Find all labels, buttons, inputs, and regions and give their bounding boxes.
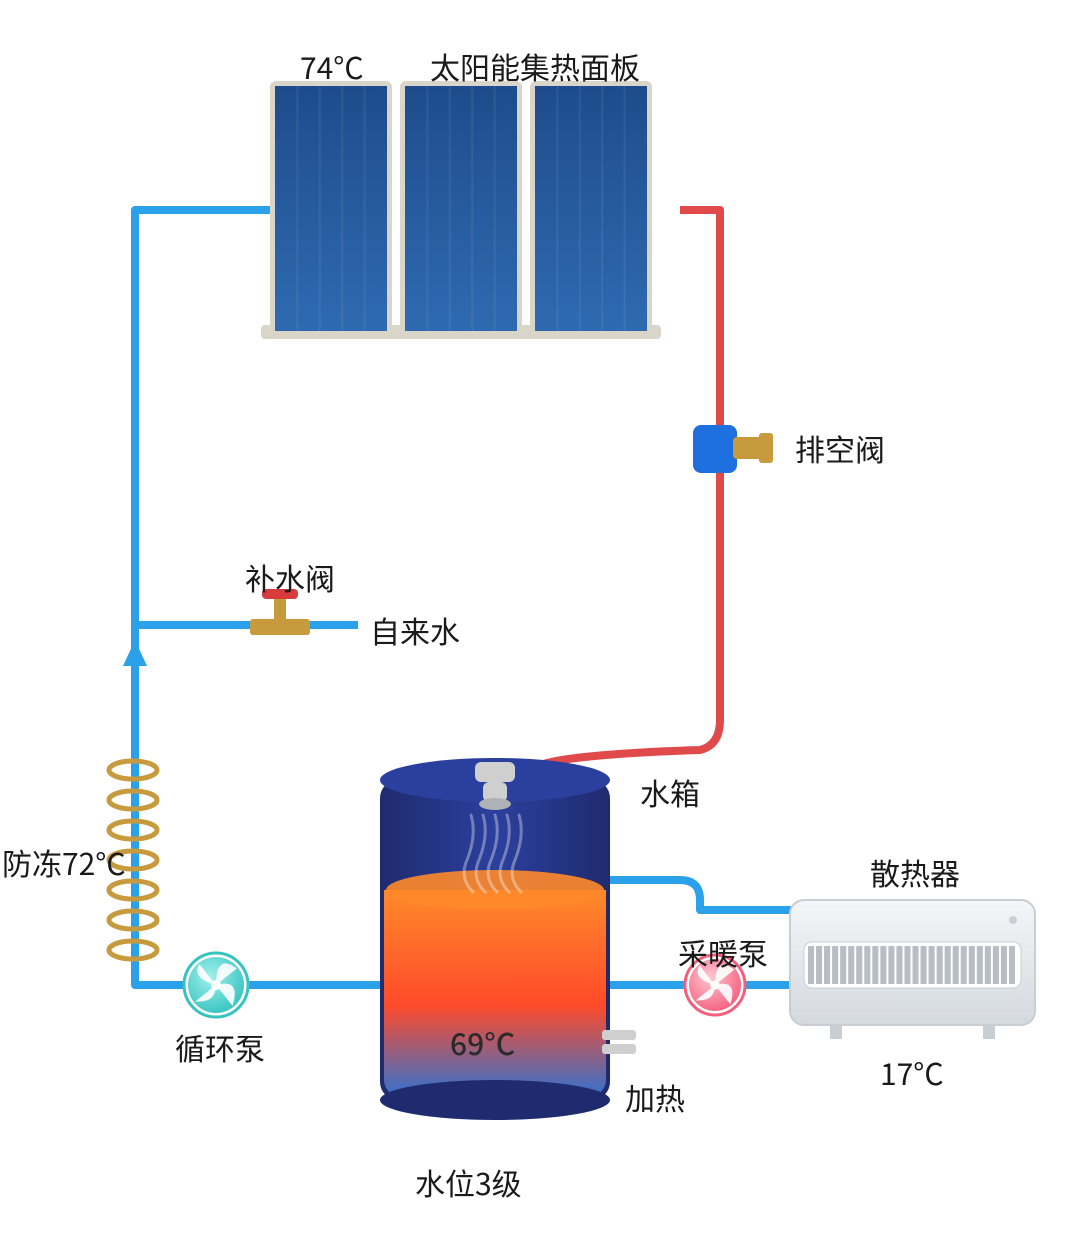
water-level-label: 水位3级: [415, 1160, 522, 1204]
tank-temp-label: 69°C: [450, 1020, 515, 1064]
tank-label: 水箱: [640, 770, 700, 814]
circulation-pump-icon: [184, 953, 248, 1017]
drain-valve-icon: [693, 425, 773, 473]
solar-panel-icon: [400, 81, 522, 336]
panel-title-label: 太阳能集热面板: [430, 44, 640, 88]
water-tank-icon: [380, 758, 636, 1120]
panel-temp-label: 74°C: [300, 44, 364, 88]
solar-panel-icon: [270, 81, 392, 336]
antifreeze-label: 防冻72°C: [2, 840, 126, 884]
solar-panel-group: [261, 81, 661, 339]
solar-panel-icon: [530, 81, 652, 336]
radiator-temp-label: 17°C: [880, 1050, 944, 1094]
heating-label: 加热: [625, 1075, 685, 1119]
tap-water-label: 自来水: [370, 608, 460, 652]
refill-valve-label: 补水阀: [245, 555, 335, 599]
circ-pump-label: 循环泵: [175, 1025, 265, 1069]
radiator-icon: [790, 900, 1035, 1039]
drain-valve-label: 排空阀: [795, 426, 885, 470]
radiator-label: 散热器: [870, 850, 960, 894]
heat-pump-label: 采暖泵: [678, 930, 768, 974]
